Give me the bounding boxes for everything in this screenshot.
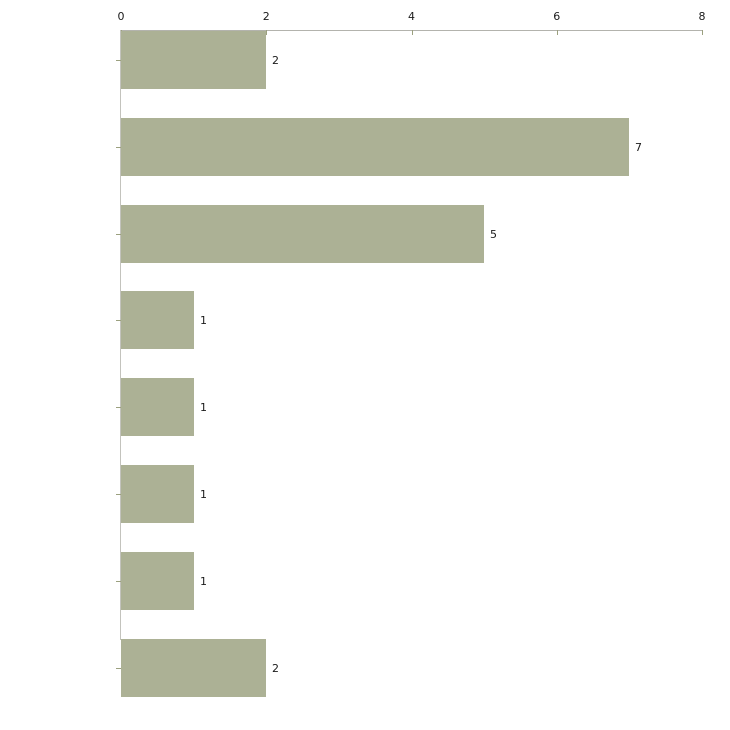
x-tick-3 xyxy=(556,30,558,35)
bar-value-label: 7 xyxy=(635,141,642,154)
x-tick-label-2: 4 xyxy=(408,10,415,23)
bar[interactable] xyxy=(121,291,194,349)
x-tick-2 xyxy=(411,30,413,35)
x-tick-label-1: 2 xyxy=(262,10,270,23)
category-tick xyxy=(116,60,121,61)
bar[interactable] xyxy=(121,465,194,523)
y-axis-line xyxy=(120,30,121,640)
category-tick xyxy=(116,494,121,495)
bar-value-label: 1 xyxy=(200,401,207,414)
bar-value-label: 1 xyxy=(200,488,207,501)
x-tick-label-4: 8 xyxy=(698,10,706,23)
bar-value-label: 2 xyxy=(272,662,279,675)
x-tick-label-3: 6 xyxy=(553,10,561,23)
bar[interactable] xyxy=(121,552,194,610)
x-tick-1 xyxy=(266,30,268,35)
bar-value-label: 5 xyxy=(490,228,497,241)
category-tick xyxy=(116,668,121,669)
bar-value-label: 1 xyxy=(200,575,207,588)
bar[interactable] xyxy=(121,639,266,697)
x-tick-label-0: 0 xyxy=(117,10,125,23)
bar[interactable] xyxy=(121,205,484,263)
bar[interactable] xyxy=(121,31,266,89)
bar[interactable] xyxy=(121,378,194,436)
bar-value-label: 1 xyxy=(200,314,207,327)
bar-value-label: 2 xyxy=(272,54,279,67)
category-tick xyxy=(116,407,121,408)
x-tick-4 xyxy=(702,30,703,35)
category-tick xyxy=(116,147,121,148)
bar[interactable] xyxy=(121,118,629,176)
category-tick xyxy=(116,581,121,582)
category-tick xyxy=(116,234,121,235)
category-tick xyxy=(116,320,121,321)
